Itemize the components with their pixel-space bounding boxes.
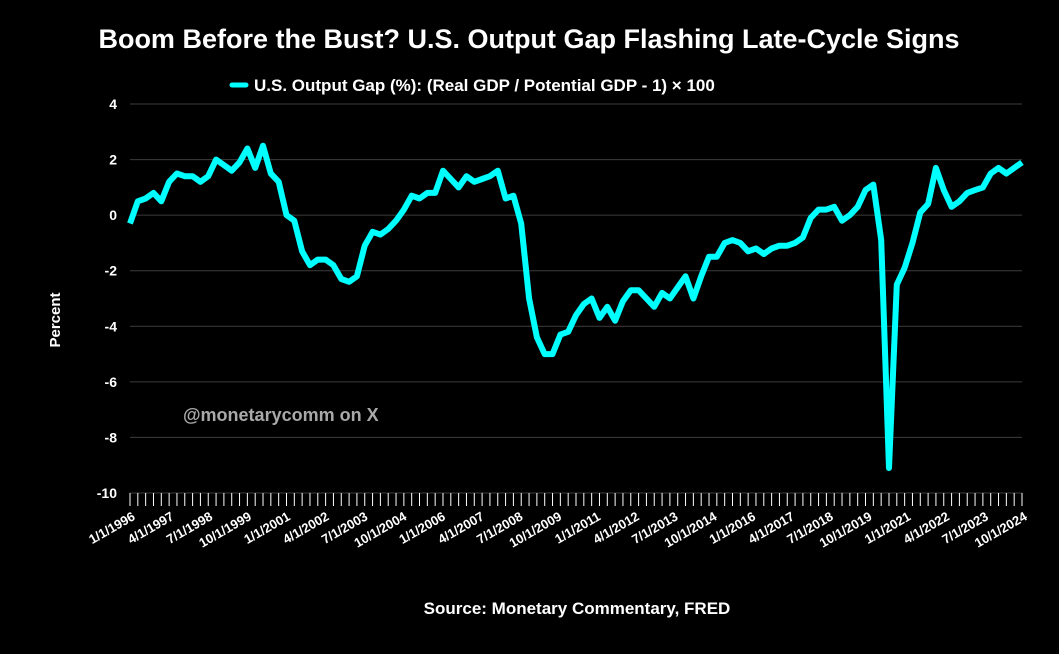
x-axis: 1/1/19964/1/19977/1/199810/1/19991/1/200…	[86, 493, 1030, 551]
series-layer	[127, 142, 1024, 471]
series-line-output-gap	[127, 142, 1024, 471]
y-tick-label: -10	[97, 485, 117, 501]
legend-label: U.S. Output Gap (%): (Real GDP / Potenti…	[254, 76, 715, 95]
y-tick-label: -2	[105, 263, 118, 279]
y-axis-label: Percent	[47, 292, 64, 347]
source-note: Source: Monetary Commentary, FRED	[424, 599, 731, 618]
watermark: @monetarycomm on X	[183, 405, 379, 425]
legend: U.S. Output Gap (%): (Real GDP / Potenti…	[229, 76, 715, 95]
y-tick-label: 0	[109, 207, 117, 223]
y-tick-label: -4	[105, 318, 118, 334]
y-tick-label: 4	[109, 96, 117, 112]
y-tick-label: -6	[105, 374, 118, 390]
y-axis-ticks: 4 2 0 -2 -4 -6 -8 -10	[97, 96, 117, 501]
y-tick-label: 2	[109, 152, 117, 168]
y-tick-label: -8	[105, 429, 118, 445]
chart-title: Boom Before the Bust? U.S. Output Gap Fl…	[98, 24, 959, 54]
